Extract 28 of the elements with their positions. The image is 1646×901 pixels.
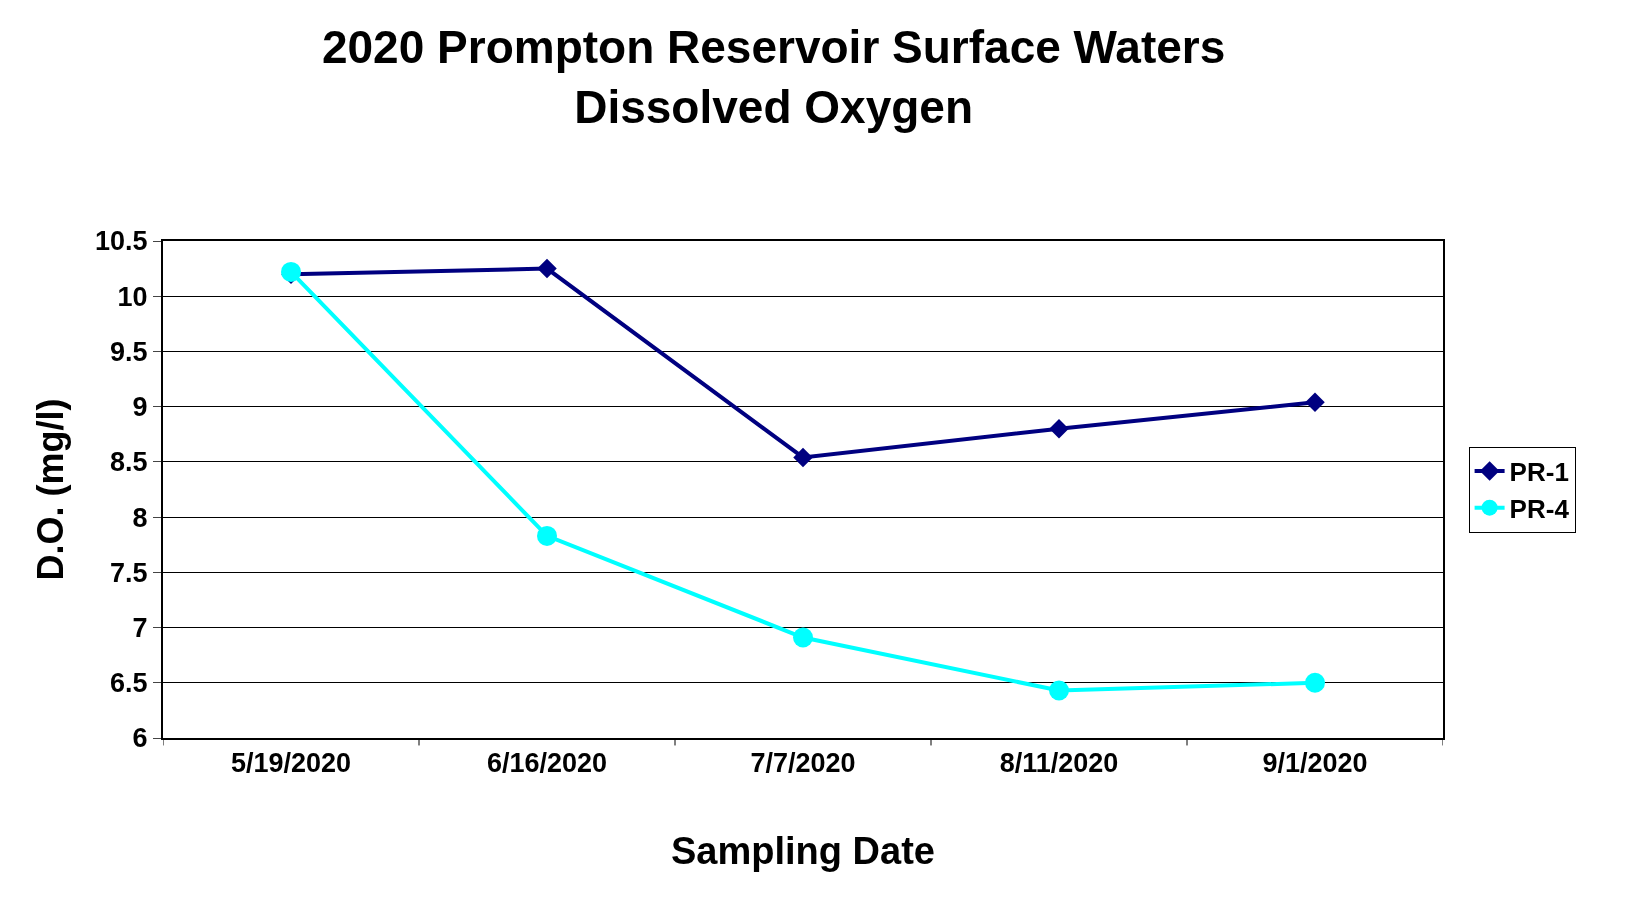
y-tick-label: 8.5 bbox=[110, 447, 148, 478]
y-tick-label: 6 bbox=[132, 723, 148, 754]
point bbox=[793, 627, 813, 648]
point bbox=[537, 525, 557, 546]
point bbox=[1305, 672, 1325, 693]
point bbox=[1049, 680, 1069, 701]
x-tick-label: 6/16/2020 bbox=[486, 748, 608, 779]
x-tick-label: 9/1/2020 bbox=[1262, 748, 1368, 779]
y-tick-label: 8 bbox=[132, 502, 148, 533]
point bbox=[537, 258, 557, 279]
point bbox=[1305, 392, 1325, 412]
point bbox=[793, 447, 813, 468]
y-tick-label: 10.5 bbox=[95, 226, 148, 257]
x-tick-label: 7/7/2020 bbox=[750, 748, 856, 779]
legend-label: PR-1 bbox=[1509, 457, 1569, 488]
y-tick-label: 7.5 bbox=[110, 557, 148, 588]
point bbox=[1049, 419, 1069, 439]
y-tick-label: 10 bbox=[117, 281, 148, 312]
chart-title: 2020 Prompton Reservoir Surface Waters Dissolved Oxygen bbox=[321, 21, 1226, 133]
y-tick-label: 6.5 bbox=[110, 668, 148, 699]
x-tick-label: 8/11/2020 bbox=[999, 748, 1119, 779]
y-tick-label: 9.5 bbox=[110, 336, 148, 367]
y-axis-title: D.O. (mg/l) bbox=[30, 398, 72, 581]
x-axis-title: Sampling Date bbox=[671, 830, 935, 872]
y-tick-label: 9 bbox=[132, 392, 148, 423]
x-tick-label: 5/19/2020 bbox=[230, 748, 352, 779]
legend-label: PR-4 bbox=[1509, 493, 1570, 524]
y-tick-label: 7 bbox=[132, 613, 148, 644]
